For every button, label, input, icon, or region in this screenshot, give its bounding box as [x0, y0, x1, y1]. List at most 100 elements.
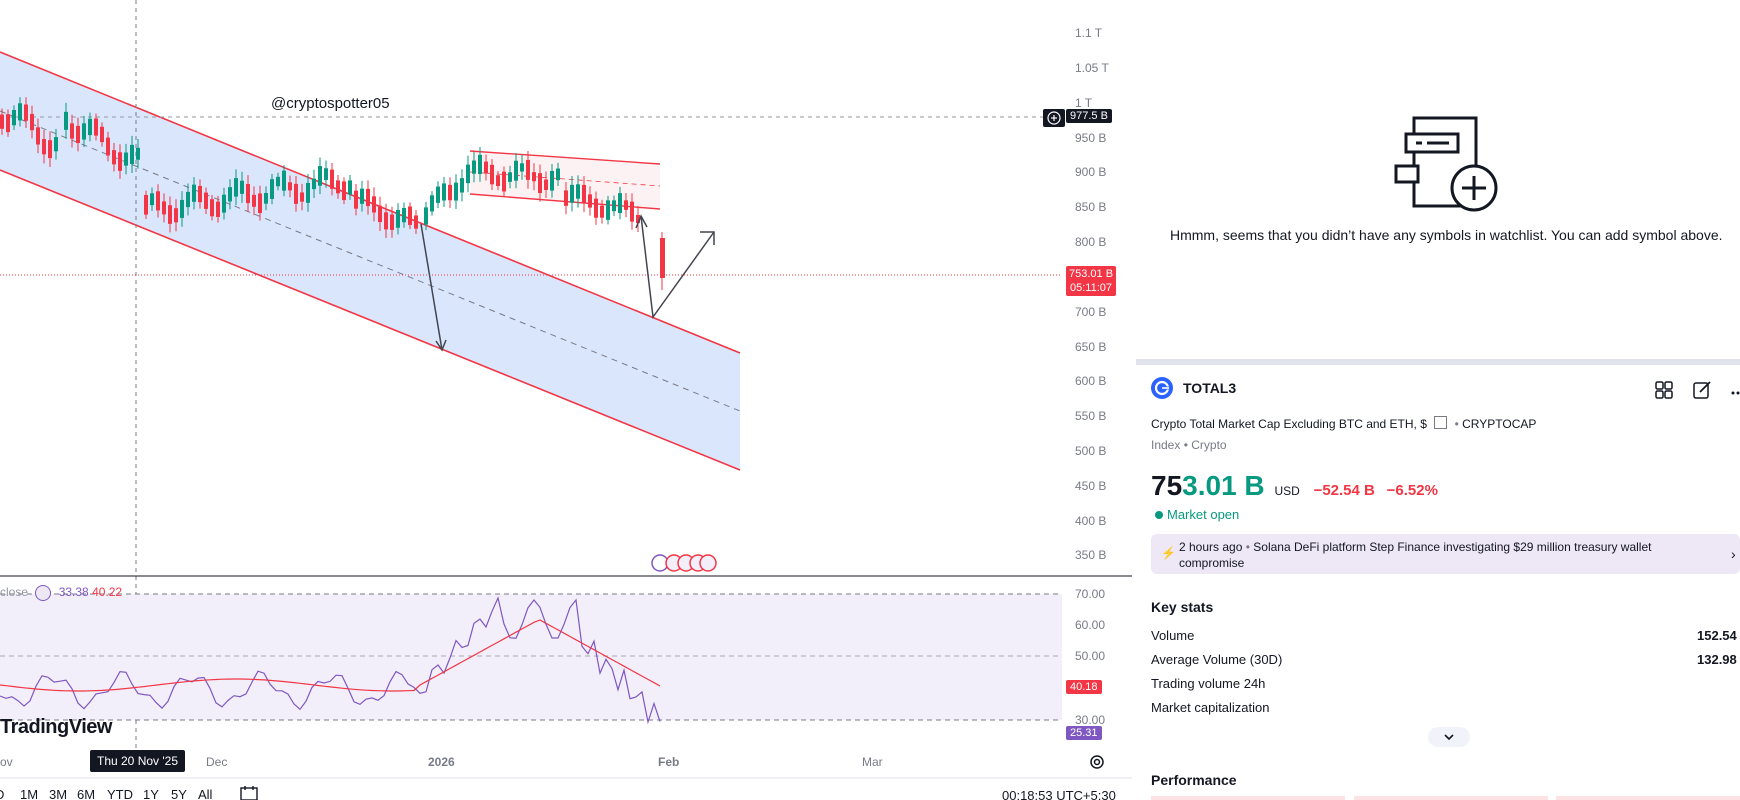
candle-body: [112, 150, 116, 165]
chevron-down-icon[interactable]: [1428, 727, 1470, 747]
news-headline: Solana DeFi platform Step Finance invest…: [1253, 540, 1652, 554]
candle-body: [564, 190, 568, 206]
rsi-source-icon[interactable]: [35, 585, 52, 601]
stat-value: 132.98: [1697, 652, 1737, 667]
price-tail: 3.01 B: [1182, 470, 1265, 501]
stat-value: 152.54: [1697, 628, 1737, 643]
edit-icon[interactable]: [1692, 380, 1712, 400]
candle-body: [312, 178, 316, 190]
candle-body: [294, 183, 298, 204]
right-panel: Hmmm, seems that you didn’t have any sym…: [1132, 0, 1740, 800]
chart-area[interactable]: @cryptospotter05 1.1 T 1.05 T 1 T 950 B …: [0, 0, 1132, 800]
more-icon[interactable]: [1730, 385, 1740, 395]
channel-mid-line: [0, 110, 741, 412]
period-button-1m[interactable]: 1M: [20, 787, 39, 800]
period-button-all[interactable]: All: [198, 787, 213, 800]
candle-body: [636, 214, 640, 224]
candle-body: [442, 183, 446, 201]
period-button-1y[interactable]: 1Y: [143, 787, 159, 800]
calendar-icon[interactable]: [240, 786, 258, 800]
candle-body: [6, 114, 10, 133]
candle-body: [612, 200, 616, 212]
candle-body: [288, 182, 292, 191]
price-chart[interactable]: [0, 0, 1132, 800]
performance-card[interactable]: [1354, 796, 1548, 800]
candle-body: [618, 193, 622, 213]
candle-body: [180, 199, 184, 218]
candle-body: [466, 164, 470, 184]
clock[interactable]: 00:18:53 UTC+5:30: [1002, 788, 1116, 800]
external-link-icon[interactable]: [1434, 416, 1448, 429]
plus-circle-icon[interactable]: [1043, 109, 1065, 127]
price-scale-label: 550 B: [1075, 409, 1107, 423]
candle-body: [324, 168, 328, 180]
symbol-type: Index • Crypto: [1151, 438, 1227, 452]
candle-body: [270, 179, 274, 199]
candle-body: [252, 194, 256, 207]
candle-body: [228, 187, 232, 202]
candle-body: [588, 194, 592, 208]
market-status: Market open: [1155, 507, 1239, 522]
candle-body: [472, 160, 476, 174]
rsi-legend[interactable]: close 33.38 40.22: [0, 585, 122, 601]
price-main: 75: [1151, 470, 1183, 501]
candle-body: [192, 184, 196, 202]
crosshair-price-tag: 977.5 B: [1066, 109, 1112, 123]
candle-body: [508, 172, 512, 182]
period-button-6m[interactable]: 6M: [77, 787, 96, 800]
candle-body: [484, 161, 488, 174]
candle-body: [496, 175, 500, 186]
candle-body: [42, 139, 46, 155]
candle-body: [570, 184, 574, 203]
candle-body: [526, 159, 530, 180]
symbol-exchange[interactable]: CRYPTOCAP: [1462, 417, 1537, 431]
price-scale-label: 950 B: [1075, 131, 1107, 145]
price-currency: USD: [1274, 484, 1300, 498]
event-flags-icon[interactable]: [651, 554, 717, 572]
candle-body: [514, 160, 518, 181]
candle-body: [216, 201, 220, 217]
period-button-ytd[interactable]: YTD: [107, 787, 133, 800]
period-button-3m[interactable]: 3M: [49, 787, 68, 800]
candle-body: [606, 200, 610, 220]
candle-body: [234, 178, 238, 197]
symbol-ticker[interactable]: TOTAL3: [1183, 380, 1237, 396]
candle-body: [390, 214, 394, 230]
period-button-5y[interactable]: 5Y: [171, 787, 187, 800]
candle-body: [544, 179, 548, 190]
panel-horizontal-splitter[interactable]: [1136, 359, 1740, 365]
grid-icon[interactable]: [1654, 380, 1674, 400]
candle-body: [198, 185, 202, 203]
candle-body: [330, 169, 334, 189]
add-symbol-icon[interactable]: [1394, 116, 1504, 212]
candle-body: [94, 118, 98, 136]
flag-mid-line: [469, 171, 661, 187]
candle-body: [414, 215, 418, 229]
candle-body: [258, 193, 262, 213]
price-scale-label: 1.05 T: [1075, 61, 1109, 75]
rsi-level-label: 50.00: [1075, 649, 1106, 663]
news-banner[interactable]: ⚡ 2 hours ago • Solana DeFi platform Ste…: [1151, 534, 1740, 574]
rsi-value-tag: 25.31: [1066, 726, 1102, 740]
candle-body: [354, 190, 358, 209]
performance-card[interactable]: [1556, 796, 1740, 800]
candle-body: [240, 180, 244, 194]
candle-body: [402, 207, 406, 223]
candle-body: [82, 123, 86, 140]
last-price-tag: 753.01 B 05:11:07: [1066, 266, 1117, 296]
period-button-d[interactable]: D: [0, 787, 4, 800]
flag-upper-line: [469, 150, 661, 165]
rsi-line: [0, 596, 661, 725]
settings-icon[interactable]: [1089, 754, 1105, 770]
price-change-pct: −6.52%: [1386, 482, 1438, 499]
performance-card[interactable]: [1151, 796, 1345, 800]
candle-body: [624, 200, 628, 210]
chevron-right-icon[interactable]: ›: [1731, 546, 1736, 562]
candle-body: [300, 192, 304, 202]
candle-body: [246, 183, 250, 204]
candle-body: [210, 199, 214, 217]
rsi-level-label: 60.00: [1075, 618, 1106, 632]
rsi-value: 33.38: [58, 585, 89, 600]
time-axis-label: Feb: [658, 755, 680, 769]
bar-countdown: 05:11:07: [1070, 282, 1113, 294]
